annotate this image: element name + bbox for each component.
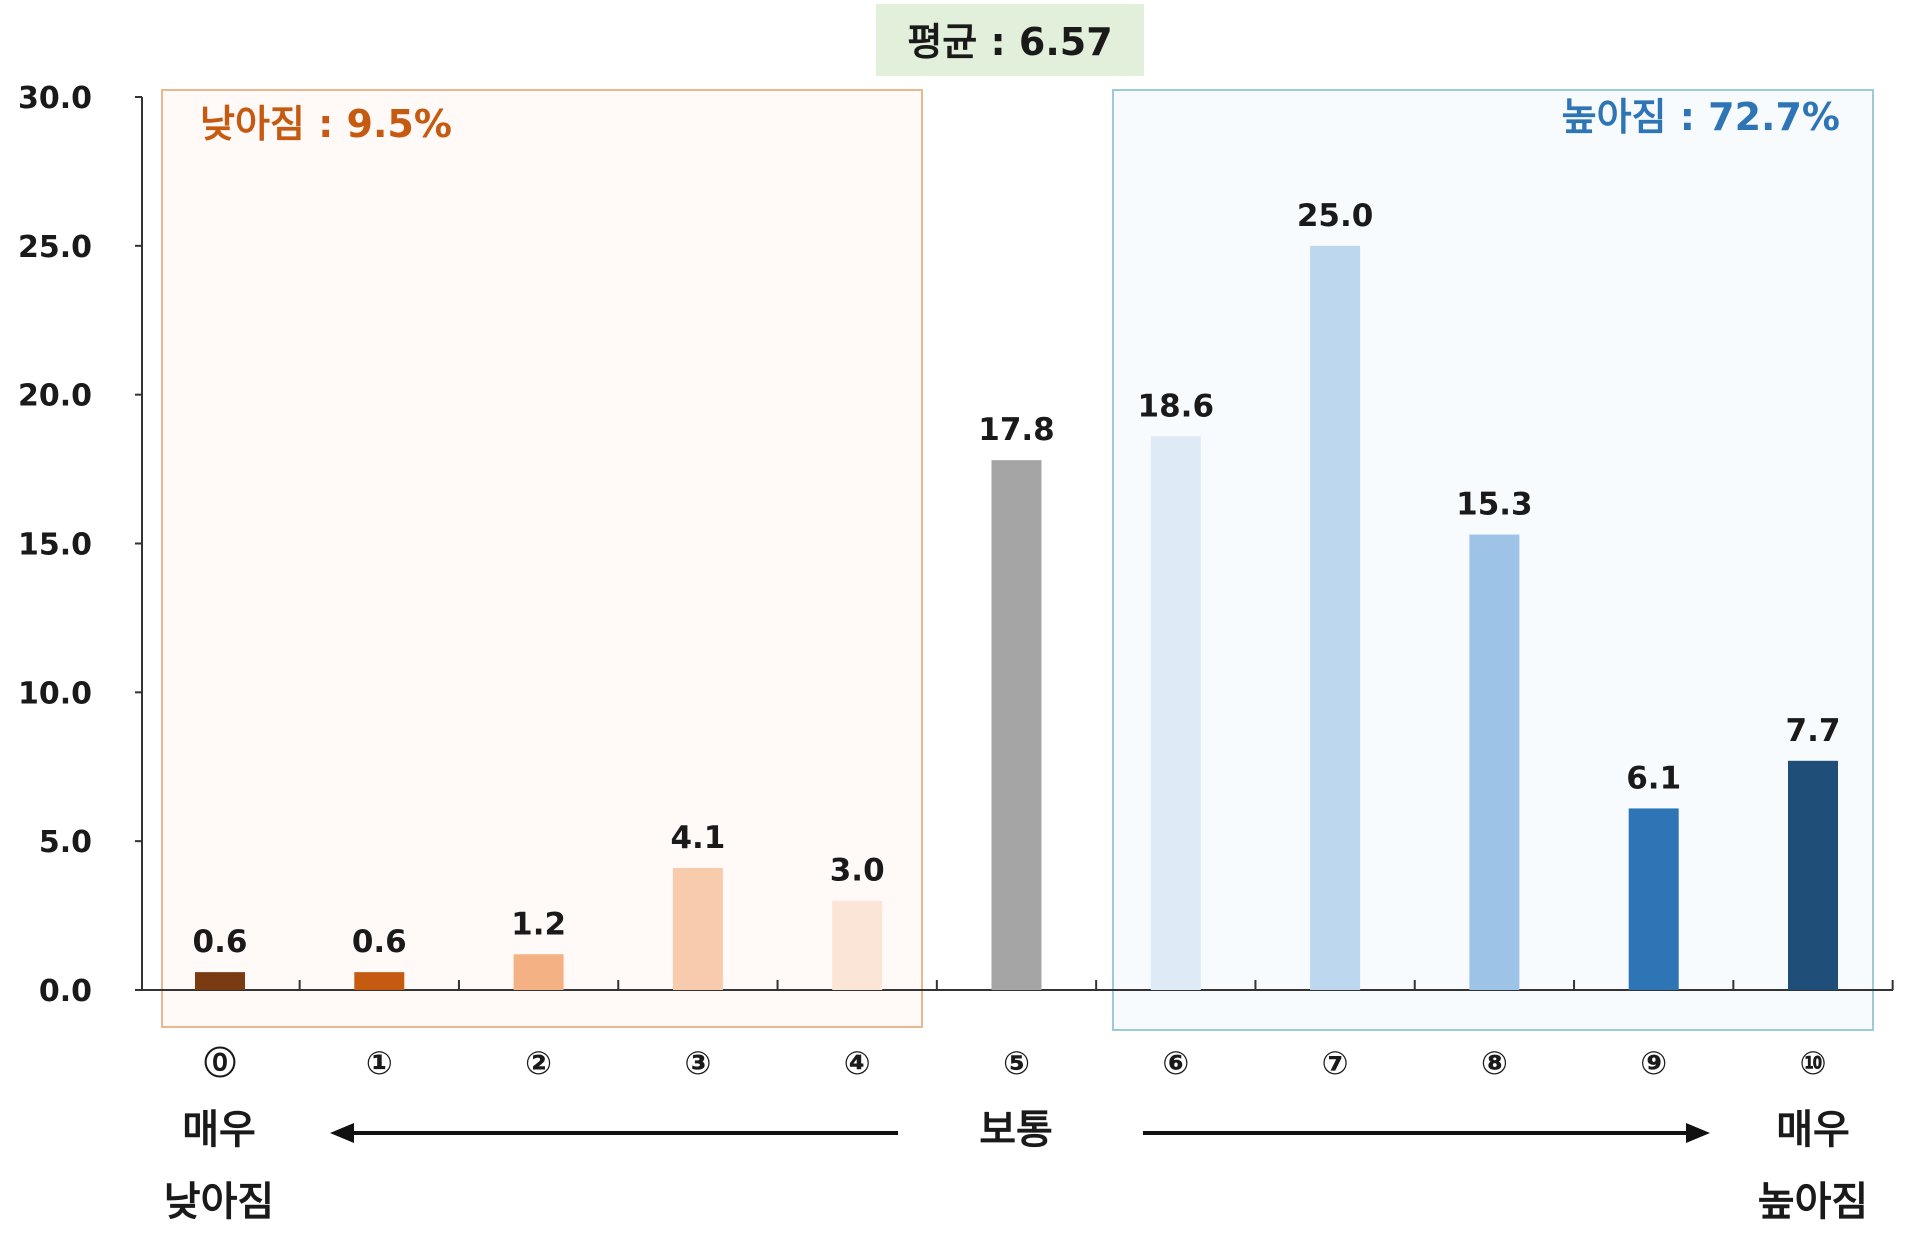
y-tick-label: 5.0	[39, 825, 92, 860]
category-label: ⓪	[204, 1044, 236, 1082]
category-label: ⑦	[1322, 1044, 1349, 1082]
data-label: 15.3	[1456, 487, 1533, 523]
bar	[513, 954, 564, 990]
lower-group-box	[161, 89, 923, 1028]
category-label: ②	[525, 1044, 552, 1082]
bar	[1310, 245, 1361, 991]
higher-group-label: 높아짐 : 72.7%	[1562, 95, 1840, 139]
data-label: 1.2	[511, 906, 566, 942]
y-tick-label: 15.0	[18, 528, 92, 563]
bars	[195, 245, 1838, 991]
y-tick-label: 20.0	[18, 379, 92, 414]
category-label: ⑩	[1799, 1044, 1826, 1082]
bar	[1469, 534, 1520, 990]
data-labels: 0.6 0.6 1.2 4.1 3.0 17.8 18.6 25.0 15.3 6.1 7.7	[193, 198, 1841, 960]
scale-left-line1: 매우	[182, 1107, 256, 1153]
data-label: 0.6	[352, 924, 407, 960]
scale-center: 보통	[979, 1107, 1053, 1153]
bar	[1788, 760, 1838, 990]
data-label: 7.7	[1786, 713, 1841, 749]
mean-label: 평균 : 6.57	[907, 20, 1112, 64]
category-labels: ⓪ ① ② ③ ④ ⑤ ⑥ ⑦ ⑧ ⑨ ⑩	[204, 1044, 1827, 1082]
scale-right-line2: 높아짐	[1758, 1179, 1868, 1225]
bar	[354, 972, 405, 990]
data-label: 18.6	[1138, 388, 1215, 424]
scale-right-line1: 매우	[1776, 1107, 1850, 1153]
category-label: ⑥	[1162, 1044, 1189, 1082]
bar	[832, 900, 883, 990]
y-tick-label: 30.0	[18, 81, 92, 116]
data-label: 25.0	[1297, 198, 1374, 234]
mean-label-box	[876, 4, 1144, 76]
category-label: ①	[366, 1044, 393, 1082]
bar	[1628, 808, 1679, 990]
bar	[672, 867, 723, 990]
bar	[991, 460, 1042, 990]
y-axis-ticks: 0.0 5.0 10.0 15.0 20.0 25.0 30.0	[18, 81, 142, 1009]
category-label: ④	[844, 1044, 871, 1082]
x-axis-ticks	[298, 980, 1894, 990]
scale-left-line2: 낮아짐	[164, 1179, 274, 1225]
lower-group-label: 낮아짐 : 9.5%	[200, 102, 452, 146]
category-label: ⑤	[1003, 1044, 1030, 1082]
left-arrow-head	[330, 1123, 354, 1143]
data-label: 17.8	[978, 412, 1055, 448]
category-label: ③	[684, 1044, 711, 1082]
category-label: ⑨	[1640, 1044, 1667, 1082]
right-arrow-head	[1686, 1123, 1710, 1143]
bar	[195, 972, 245, 990]
y-tick-label: 0.0	[39, 974, 92, 1009]
data-label: 0.6	[193, 924, 248, 960]
bar	[1150, 436, 1201, 991]
data-label: 6.1	[1626, 760, 1681, 796]
y-tick-label: 25.0	[18, 230, 92, 265]
data-label: 4.1	[670, 820, 725, 856]
y-tick-label: 10.0	[18, 676, 92, 711]
data-label: 3.0	[830, 853, 885, 889]
category-label: ⑧	[1481, 1044, 1508, 1082]
